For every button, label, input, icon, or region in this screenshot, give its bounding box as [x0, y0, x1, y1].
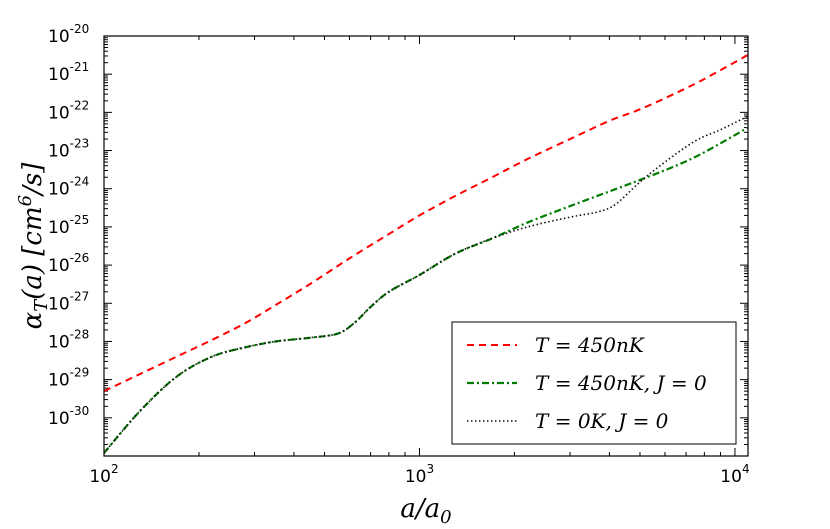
x-tick-label: 103 [405, 462, 434, 487]
y-tick-label: 10-21 [48, 60, 89, 85]
tick-labels: 102 103 104 10-20 10-21 10-22 10-23 10-24 10-25 1… [48, 22, 750, 487]
y-tick-label: 10-26 [48, 251, 89, 276]
y-tick-label: 10-27 [48, 289, 89, 314]
legend-label-series-2: T = 450nK, J = 0 [535, 371, 707, 395]
x-tick-label: 104 [720, 462, 749, 487]
series-line-1 [104, 54, 748, 393]
y-tick-label: 10-29 [48, 366, 89, 391]
legend-label-series-1: T = 450nK [535, 333, 645, 357]
tick-marks [103, 35, 748, 456]
plot-frame [103, 35, 749, 457]
y-tick-label: 10-25 [48, 213, 89, 238]
y-tick-label: 10-20 [48, 22, 89, 47]
y-tick-label: 10-23 [48, 137, 89, 162]
x-tick-label: 102 [89, 462, 118, 487]
series-layer [104, 54, 748, 454]
y-tick-label: 10-22 [48, 98, 89, 123]
y-tick-label: 10-30 [48, 404, 89, 429]
legend-label-series-3: T = 0K, J = 0 [535, 409, 669, 433]
svg-text:αT(a) [cm6/s]: αT(a) [cm6/s] [15, 162, 52, 330]
legend: T = 450nK T = 450nK, J = 0 T = 0K, J = 0 [451, 321, 737, 445]
series-line-3 [104, 115, 748, 454]
y-tick-label: 10-24 [48, 175, 89, 200]
y-axis-label: αT(a) [cm6/s] [15, 162, 52, 330]
x-axis-label: a/a0 [400, 494, 451, 528]
y-tick-label: 10-28 [48, 327, 89, 352]
